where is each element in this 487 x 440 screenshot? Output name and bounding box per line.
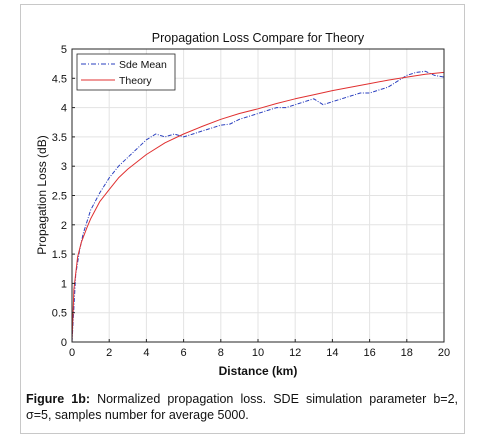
y-tick-label: 1.5	[52, 249, 67, 261]
x-tick-label: 14	[326, 347, 338, 359]
y-tick-label: 0.5	[52, 308, 67, 320]
series-line-theory	[71, 71, 445, 343]
y-tick-label: 4.5	[52, 73, 67, 85]
x-tick-label: 0	[69, 347, 75, 359]
x-tick-label: 4	[143, 347, 149, 359]
x-tick-label: 8	[218, 347, 224, 359]
legend: Sde Mean Theory	[76, 53, 176, 91]
series-line-sde-mean	[71, 70, 445, 343]
x-axis-label: Distance (km)	[219, 364, 298, 378]
y-tick-label: 1	[61, 278, 67, 290]
y-tick-label: 5	[61, 44, 67, 56]
legend-label-theory: Theory	[119, 75, 152, 87]
x-tick-label: 10	[252, 347, 264, 359]
x-tick-label: 20	[438, 347, 450, 359]
legend-box	[76, 53, 176, 91]
y-tick-label: 2.5	[52, 191, 67, 203]
ticks: 0 2 4 6 8 10 12 14 16 18 20 0 0.5 1 1.5 2 2.5 3 3.5 4 4.5 5	[52, 44, 450, 359]
figure-caption: Figure 1b: Normalized propagation loss. …	[26, 391, 458, 423]
legend-label-sde-mean: Sde Mean	[119, 59, 167, 71]
chart: 0 2 4 6 8 10 12 14 16 18 20 0 0.5 1 1.5 2 2.5 3 3.5 4 4.5 5 P…	[35, 31, 450, 378]
y-tick-label: 4	[61, 103, 67, 115]
caption-label: Figure 1b:	[26, 392, 91, 406]
x-tick-label: 6	[181, 347, 187, 359]
caption-text: Normalized propagation loss. SDE simulat…	[26, 392, 458, 422]
x-tick-label: 12	[289, 347, 301, 359]
y-tick-label: 0	[61, 337, 67, 349]
y-axis-label: Propagation Loss (dB)	[35, 135, 49, 254]
y-tick-label: 3	[61, 161, 67, 173]
x-tick-label: 2	[106, 347, 112, 359]
x-tick-label: 16	[363, 347, 375, 359]
x-tick-label: 18	[401, 347, 413, 359]
chart-title: Propagation Loss Compare for Theory	[152, 31, 365, 45]
y-tick-label: 3.5	[52, 132, 67, 144]
series-layer	[71, 70, 445, 343]
y-tick-label: 2	[61, 220, 67, 232]
